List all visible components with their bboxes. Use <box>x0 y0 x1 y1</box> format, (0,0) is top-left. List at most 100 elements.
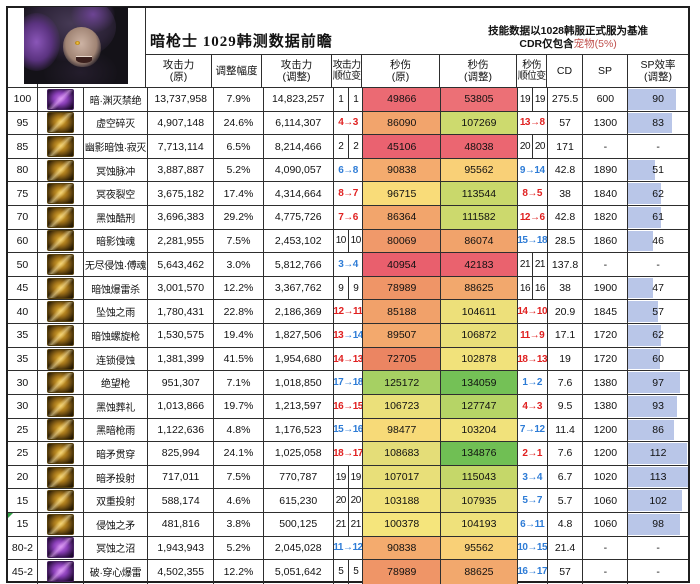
level-cell: 25 <box>8 442 38 465</box>
sp-efficiency-cell: 102 <box>628 489 688 512</box>
sp-efficiency-cell: 83 <box>628 112 688 135</box>
sp-cell: 1380 <box>583 394 629 418</box>
cd-cell: 42.8 <box>548 158 584 182</box>
adjust-percent-cell: 4.8% <box>214 418 264 442</box>
rank-change-cell: 19 19 <box>334 465 364 489</box>
dps-original-cell: 78989 <box>363 276 442 300</box>
cd-cell: 5.7 <box>548 489 584 512</box>
sp-cell: 1890 <box>583 158 629 182</box>
dps-adjusted-cell: 127747 <box>441 394 518 418</box>
attack-adjusted-cell: 4,090,057 <box>264 158 334 182</box>
rank-change-cell: 4→3 <box>518 394 548 418</box>
dps-adjusted-cell: 104193 <box>441 512 518 536</box>
dps-adjusted-cell: 88625 <box>441 560 518 584</box>
sp-efficiency-bar <box>628 277 654 299</box>
attack-original-cell: 4,907,148 <box>148 111 215 135</box>
dps-original-cell: 78989 <box>363 560 442 584</box>
icon-cell <box>38 158 84 182</box>
column-header: 攻击力 (调整) <box>262 55 332 87</box>
rank-change-cell: 15→18 <box>518 229 548 253</box>
adjust-percent-cell: 17.4% <box>214 182 264 206</box>
sp-cell: 1200 <box>583 442 629 465</box>
adjust-percent-cell: 12.2% <box>214 560 264 584</box>
level-cell: 85 <box>8 135 38 158</box>
sp-efficiency-cell: 112 <box>628 442 688 465</box>
icon-cell <box>38 111 84 135</box>
cd-cell: 171 <box>548 135 584 158</box>
page-title: 暗枪士 1029韩测数据前瞻 <box>150 34 333 50</box>
skill-row: 35 连锁侵蚀 1,381,399 41.5% 1,954,680 14→13 72705 1… <box>8 347 688 372</box>
sp-cell: 1845 <box>583 300 629 324</box>
skill-name: 暗矛投射 <box>84 465 149 489</box>
level-cell: 25 <box>8 418 38 442</box>
table-header: 暗枪士 1029韩测数据前瞻 技能数据以1028韩服正式服为基准 CDR仅包含宠… <box>8 7 688 88</box>
icon-cell <box>38 88 84 111</box>
dps-adjusted-cell: 134059 <box>441 371 518 394</box>
dps-original-cell: 72705 <box>363 347 442 371</box>
skill-icon <box>46 88 74 110</box>
adjust-percent-cell: 5.2% <box>214 536 264 560</box>
attack-original-cell: 7,713,114 <box>148 135 215 158</box>
cd-cell: 6.7 <box>548 465 584 489</box>
skill-row: 40 坠蚀之雨 1,780,431 22.8% 2,186,369 12→11 85188 1… <box>8 300 688 325</box>
sp-efficiency-bar <box>628 207 661 228</box>
rank-change-cell: 12→11 <box>334 300 364 324</box>
skill-icon <box>46 136 74 158</box>
character-portrait <box>23 7 128 84</box>
adjust-percent-cell: 3.8% <box>214 512 264 536</box>
icon-cell <box>38 135 84 158</box>
skill-icon <box>46 206 74 228</box>
cd-cell: 7.6 <box>548 371 584 394</box>
dps-adjusted-cell: 42183 <box>441 253 518 276</box>
rank-change-cell: 7→12 <box>518 418 548 442</box>
attack-original-cell: 588,174 <box>148 489 215 512</box>
sp-cell: 1820 <box>583 206 629 229</box>
skill-row: 20 暗矛投射 717,011 7.5% 770,787 19 19 107017 115043… <box>8 465 688 490</box>
dps-adjusted-cell: 95562 <box>441 158 518 182</box>
icon-cell <box>38 489 84 512</box>
level-cell: 20 <box>8 465 38 489</box>
dps-original-cell: 86364 <box>363 206 442 229</box>
rank-change-cell: 18→13 <box>518 347 548 371</box>
rank-change-cell: 2→1 <box>518 442 548 465</box>
rank-change-cell: 11→12 <box>334 536 364 560</box>
rank-change-cell: 9→14 <box>518 158 548 182</box>
cd-cell: 19 <box>548 347 584 371</box>
sp-cell: 1860 <box>583 229 629 253</box>
rank-change-cell: 16 16 <box>518 276 548 300</box>
level-cell: 30 <box>8 371 38 394</box>
table-body: 100 暗·渊灭禁绝 13,737,958 7.9% 14,823,257 1 1 49866… <box>8 88 688 584</box>
dps-original-cell: 98477 <box>363 418 442 442</box>
sp-efficiency-bar <box>628 490 683 511</box>
skill-name: 侵蚀之矛 <box>84 512 149 536</box>
sp-efficiency-cell: 46 <box>628 230 688 253</box>
skill-icon <box>46 159 74 181</box>
rank-change-cell: 13 →14 <box>334 324 364 347</box>
adjust-percent-cell: 7.9% <box>214 88 264 111</box>
skill-icon <box>46 277 74 299</box>
column-header: 秒伤 (调整) <box>440 55 517 87</box>
skill-name: 无尽侵蚀·傅魂 <box>84 253 149 276</box>
rank-change-cell: 1→2 <box>518 371 548 394</box>
cd-cell: 11.4 <box>548 418 584 442</box>
skill-row: 80 冥蚀脉冲 3,887,887 5.2% 4,090,057 6→8 90838 9556… <box>8 158 688 183</box>
dps-original-cell: 100378 <box>363 512 442 536</box>
skill-name: 黑暗枪雨 <box>84 418 149 442</box>
level-cell: 45-2 <box>8 560 38 584</box>
sp-efficiency-cell: 93 <box>628 395 688 418</box>
cd-cell: 57 <box>548 560 584 584</box>
skill-icon <box>46 183 74 205</box>
cd-cell: 4.8 <box>548 512 584 536</box>
sp-efficiency-cell: 90 <box>628 88 688 111</box>
sp-efficiency-bar <box>628 325 662 346</box>
icon-cell <box>38 229 84 253</box>
attack-adjusted-cell: 500,125 <box>264 512 334 536</box>
sp-efficiency-bar <box>628 183 662 205</box>
attack-original-cell: 4,502,355 <box>148 560 215 584</box>
dps-original-cell: 125172 <box>363 371 442 394</box>
skill-row: 75 冥夜裂空 3,675,182 17.4% 4,314,664 8→7 96715 113… <box>8 182 688 207</box>
icon-cell <box>38 347 84 371</box>
dps-original-cell: 103188 <box>363 489 442 512</box>
sp-efficiency-bar <box>628 230 653 252</box>
attack-adjusted-cell: 1,954,680 <box>264 347 334 371</box>
